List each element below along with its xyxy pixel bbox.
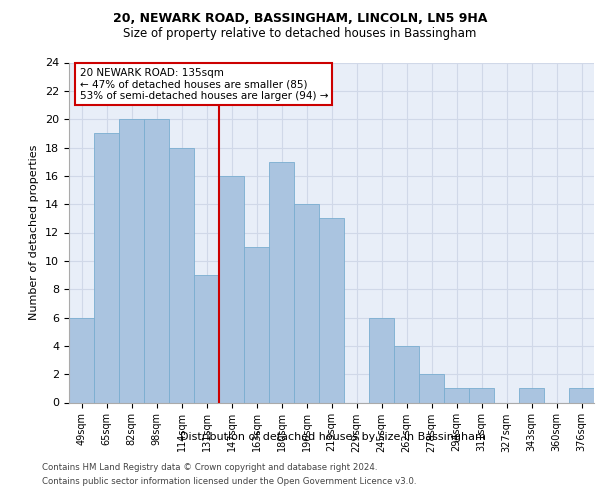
Bar (294, 204, 319, 402)
Y-axis label: Number of detached properties: Number of detached properties (29, 145, 40, 320)
Bar (469, 388, 494, 402)
Text: Contains public sector information licensed under the Open Government Licence v3: Contains public sector information licen… (42, 477, 416, 486)
Bar (94, 134, 119, 402)
Text: 20 NEWARK ROAD: 135sqm
← 47% of detached houses are smaller (85)
53% of semi-det: 20 NEWARK ROAD: 135sqm ← 47% of detached… (79, 68, 328, 101)
Bar (369, 318, 394, 402)
Bar (119, 119, 144, 403)
Bar (519, 388, 544, 402)
Text: Distribution of detached houses by size in Bassingham: Distribution of detached houses by size … (180, 432, 486, 442)
Text: 20, NEWARK ROAD, BASSINGHAM, LINCOLN, LN5 9HA: 20, NEWARK ROAD, BASSINGHAM, LINCOLN, LN… (113, 12, 487, 26)
Bar (69, 318, 94, 402)
Bar (169, 148, 194, 402)
Bar (144, 119, 169, 403)
Bar (419, 374, 444, 402)
Bar (319, 218, 344, 402)
Bar (219, 176, 244, 402)
Bar (244, 246, 269, 402)
Text: Contains HM Land Registry data © Crown copyright and database right 2024.: Contains HM Land Registry data © Crown c… (42, 464, 377, 472)
Text: Size of property relative to detached houses in Bassingham: Size of property relative to detached ho… (124, 28, 476, 40)
Bar (194, 275, 219, 402)
Bar (269, 162, 294, 402)
Bar (569, 388, 594, 402)
Bar (394, 346, 419, 403)
Bar (444, 388, 469, 402)
